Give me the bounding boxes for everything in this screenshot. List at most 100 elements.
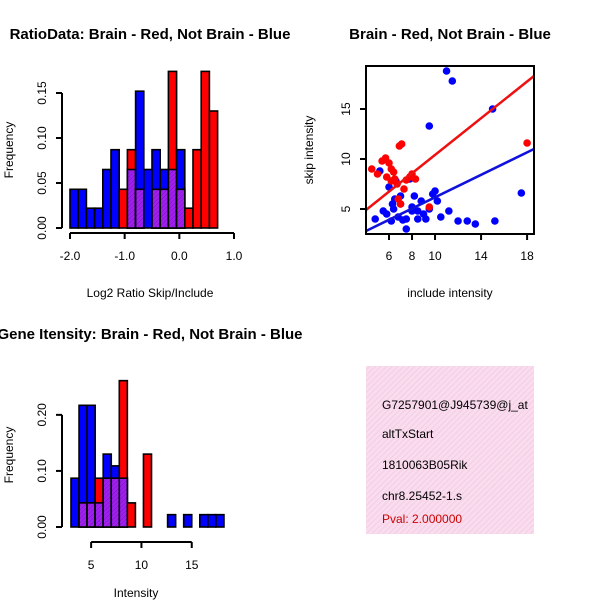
bar-overlap	[175, 188, 186, 229]
bar-brain	[192, 148, 202, 229]
x-tick-label: 0.0	[171, 249, 188, 263]
point-not-brain	[402, 225, 411, 233]
bar-overlap	[118, 477, 129, 528]
bar-overlap	[110, 477, 121, 528]
bar-overlap	[126, 168, 137, 229]
point-not-brain	[402, 215, 411, 223]
bar-brain	[142, 453, 153, 528]
info-gene-name: 1810063B05Rik	[382, 458, 468, 472]
y-tick-label: 0.15	[35, 81, 49, 105]
x-tick-label: -1.0	[114, 249, 135, 263]
info-location: chr8.25452-1.s	[382, 489, 462, 503]
probe-info-panel: G7257901@J945739@j_at altTxStart 1810063…	[366, 366, 534, 534]
y-tick-label: 0.00	[35, 515, 49, 539]
point-not-brain	[422, 215, 430, 223]
bar-overlap	[134, 188, 145, 229]
point-not-brain	[445, 207, 453, 215]
bar-brain	[118, 188, 129, 229]
point-not-brain	[388, 200, 397, 208]
point-not-brain	[425, 122, 434, 130]
gene-intensity-histogram-panel: Gene Itensity: Brain - Red, Not Brain - …	[0, 326, 303, 600]
x-tick-label: 1.0	[226, 249, 243, 263]
y-tick-label: 0.05	[35, 171, 49, 195]
point-not-brain	[433, 197, 442, 205]
point-not-brain	[448, 77, 457, 85]
y-tick-label: 0.00	[35, 216, 49, 240]
ratio-y-axis-label: Frequency	[2, 122, 16, 179]
x-tick-label: 8	[409, 249, 416, 263]
bar-brain	[200, 70, 211, 229]
point-brain	[400, 185, 408, 193]
scatter-points	[366, 67, 534, 233]
bar-not-brain	[207, 513, 217, 528]
point-not-brain	[382, 210, 391, 218]
info-event-type: altTxStart	[382, 427, 434, 441]
bar-not-brain	[69, 188, 79, 229]
bar-brain	[126, 502, 137, 528]
point-brain	[385, 159, 393, 167]
x-tick-label: 10	[135, 558, 149, 572]
point-not-brain	[436, 213, 445, 221]
y-tick-label: 0.10	[35, 459, 49, 483]
bar-brain	[184, 207, 194, 229]
point-brain	[397, 140, 406, 148]
bar-not-brain	[182, 513, 193, 528]
bar-not-brain	[93, 207, 104, 229]
bar-not-brain	[102, 168, 112, 229]
bar-overlap	[159, 188, 170, 229]
bar-not-brain	[110, 148, 120, 229]
gene-axes: 5 10 15 0.00 0.10 0.20	[35, 403, 199, 572]
bar-not-brain	[85, 207, 96, 229]
scatter-chart-title: Brain - Red, Not Brain - Blue	[349, 26, 551, 43]
point-brain	[411, 175, 420, 183]
x-tick-label: 15	[185, 558, 199, 572]
point-not-brain	[431, 187, 439, 195]
bar-overlap	[86, 502, 96, 528]
x-tick-label: 5	[88, 558, 95, 572]
bar-not-brain	[143, 168, 153, 229]
y-tick-label: 0.20	[35, 403, 49, 427]
scatter-x-axis-label: include intensity	[407, 286, 492, 300]
bar-overlap	[78, 502, 88, 528]
bar-not-brain	[199, 513, 209, 528]
gene-y-axis-label: Frequency	[2, 427, 16, 484]
gene-bars	[70, 379, 225, 528]
point-not-brain	[442, 67, 451, 75]
info-pval: Pval: 2.000000	[382, 512, 462, 526]
info-probe-id: G7257901@J945739@j_at	[382, 398, 528, 412]
ratio-histogram-panel: RatioData: Brain - Red, Not Brain - Blue…	[2, 26, 290, 300]
ratio-axes: -2.0 -1.0 0.0 1.0 0.00 0.05 0.10 0.15	[35, 81, 243, 263]
point-not-brain	[413, 207, 422, 215]
y-tick-label: 15	[339, 102, 353, 116]
point-brain	[425, 203, 434, 211]
ratio-x-axis-label: Log2 Ratio Skip/Include	[87, 286, 214, 300]
point-brain	[396, 200, 405, 208]
fit-line-brain	[366, 75, 534, 211]
point-not-brain	[471, 220, 480, 228]
point-brain	[367, 165, 376, 173]
y-tick-label: 10	[339, 152, 353, 166]
point-brain	[387, 177, 396, 185]
scatter-y-axis-label: skip intensity	[302, 116, 316, 185]
ratio-chart-title: RatioData: Brain - Red, Not Brain - Blue	[10, 26, 291, 43]
point-brain	[373, 170, 382, 178]
bar-not-brain	[70, 477, 80, 528]
y-tick-label: 5	[339, 205, 353, 212]
x-tick-label: 10	[428, 249, 442, 263]
point-not-brain	[410, 192, 419, 200]
bar-not-brain	[77, 188, 88, 229]
bar-brain	[208, 110, 219, 229]
bar-overlap	[151, 188, 161, 229]
x-tick-label: 14	[474, 249, 488, 263]
x-tick-label: 6	[386, 249, 393, 263]
point-brain	[389, 168, 398, 176]
point-not-brain	[463, 217, 472, 225]
info-box-viewport: G7257901@J945739@j_at altTxStart 1810063…	[382, 398, 528, 526]
scatter-plot-frame	[365, 65, 535, 235]
point-not-brain	[491, 217, 499, 225]
bar-overlap	[102, 477, 113, 528]
point-brain	[523, 139, 531, 147]
ratio-bars	[69, 70, 219, 229]
fit-line-not-brain	[366, 147, 534, 233]
point-not-brain	[517, 189, 526, 197]
